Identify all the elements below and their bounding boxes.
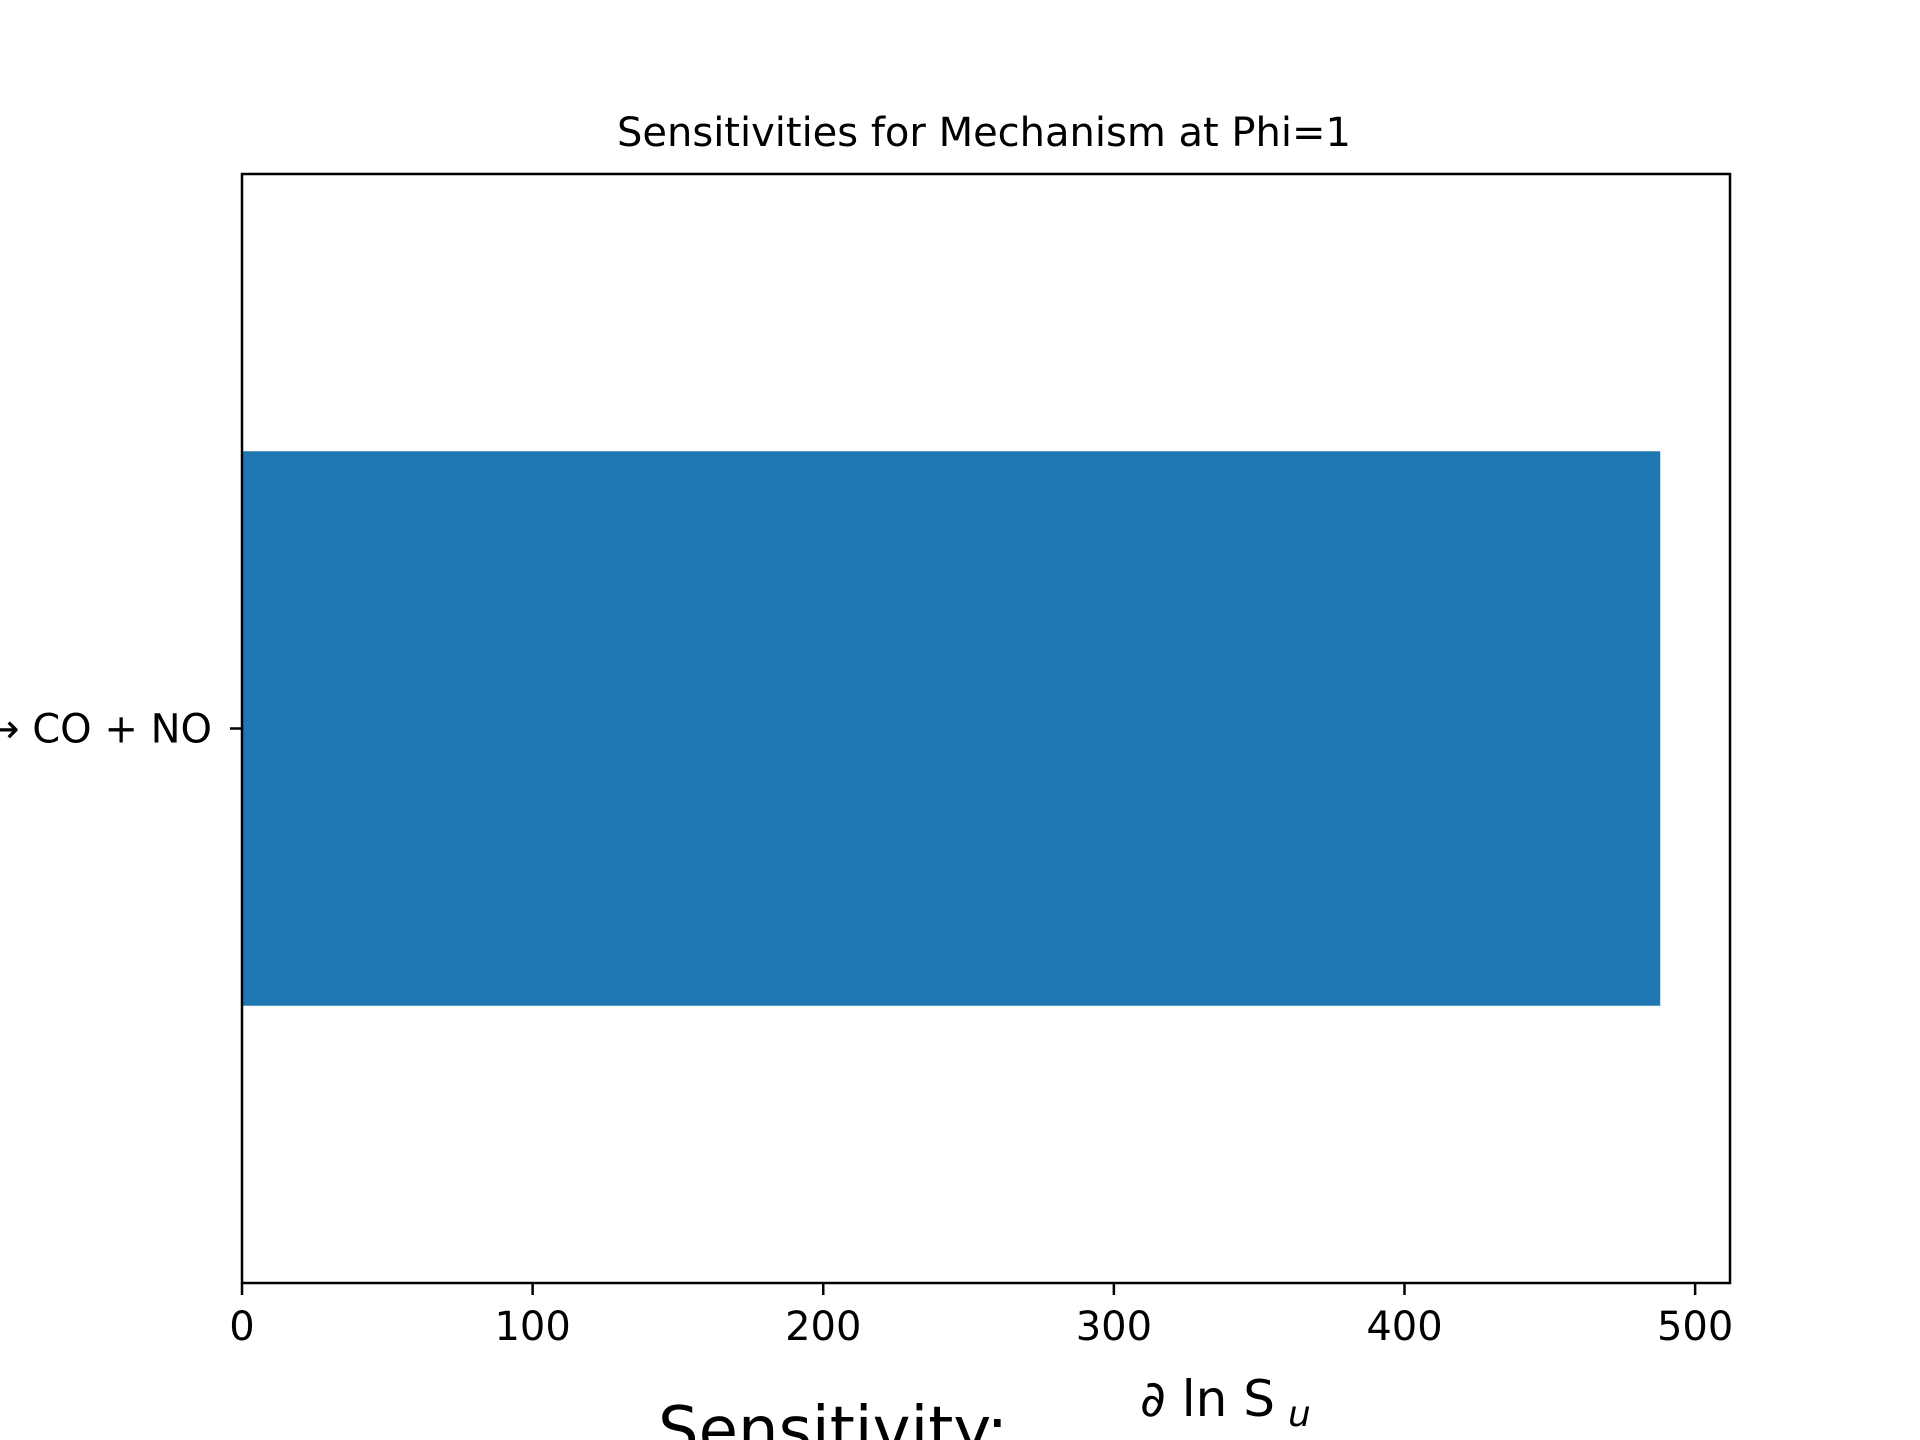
chart-title: Sensitivities for Mechanism at Phi=1 bbox=[617, 110, 1351, 156]
x-tick-label: 400 bbox=[1366, 1304, 1442, 1350]
x-axis-label: Sensitivity: ∂ ln S u bbox=[658, 1370, 1311, 1440]
x-tick-label: 100 bbox=[494, 1304, 570, 1350]
bar bbox=[242, 451, 1661, 1006]
x-axis-label-prefix: Sensitivity: bbox=[658, 1394, 1008, 1440]
x-axis-label-numerator-subscript: u bbox=[1288, 1394, 1311, 1435]
bars-group bbox=[242, 451, 1661, 1006]
x-ticks-group: 0 100 200 300 400 500 bbox=[229, 1283, 1733, 1350]
x-tick-label: 500 bbox=[1657, 1304, 1733, 1350]
x-tick-label: 0 bbox=[229, 1304, 254, 1350]
plot-frame bbox=[240, 172, 1732, 1285]
x-axis-label-numerator: ∂ ln S bbox=[1140, 1370, 1275, 1428]
y-ticks-group: → CO + NO bbox=[0, 707, 242, 753]
x-tick-label: 200 bbox=[785, 1304, 861, 1350]
y-tick-label: → CO + NO bbox=[0, 707, 212, 753]
x-tick-label: 300 bbox=[1076, 1304, 1152, 1350]
